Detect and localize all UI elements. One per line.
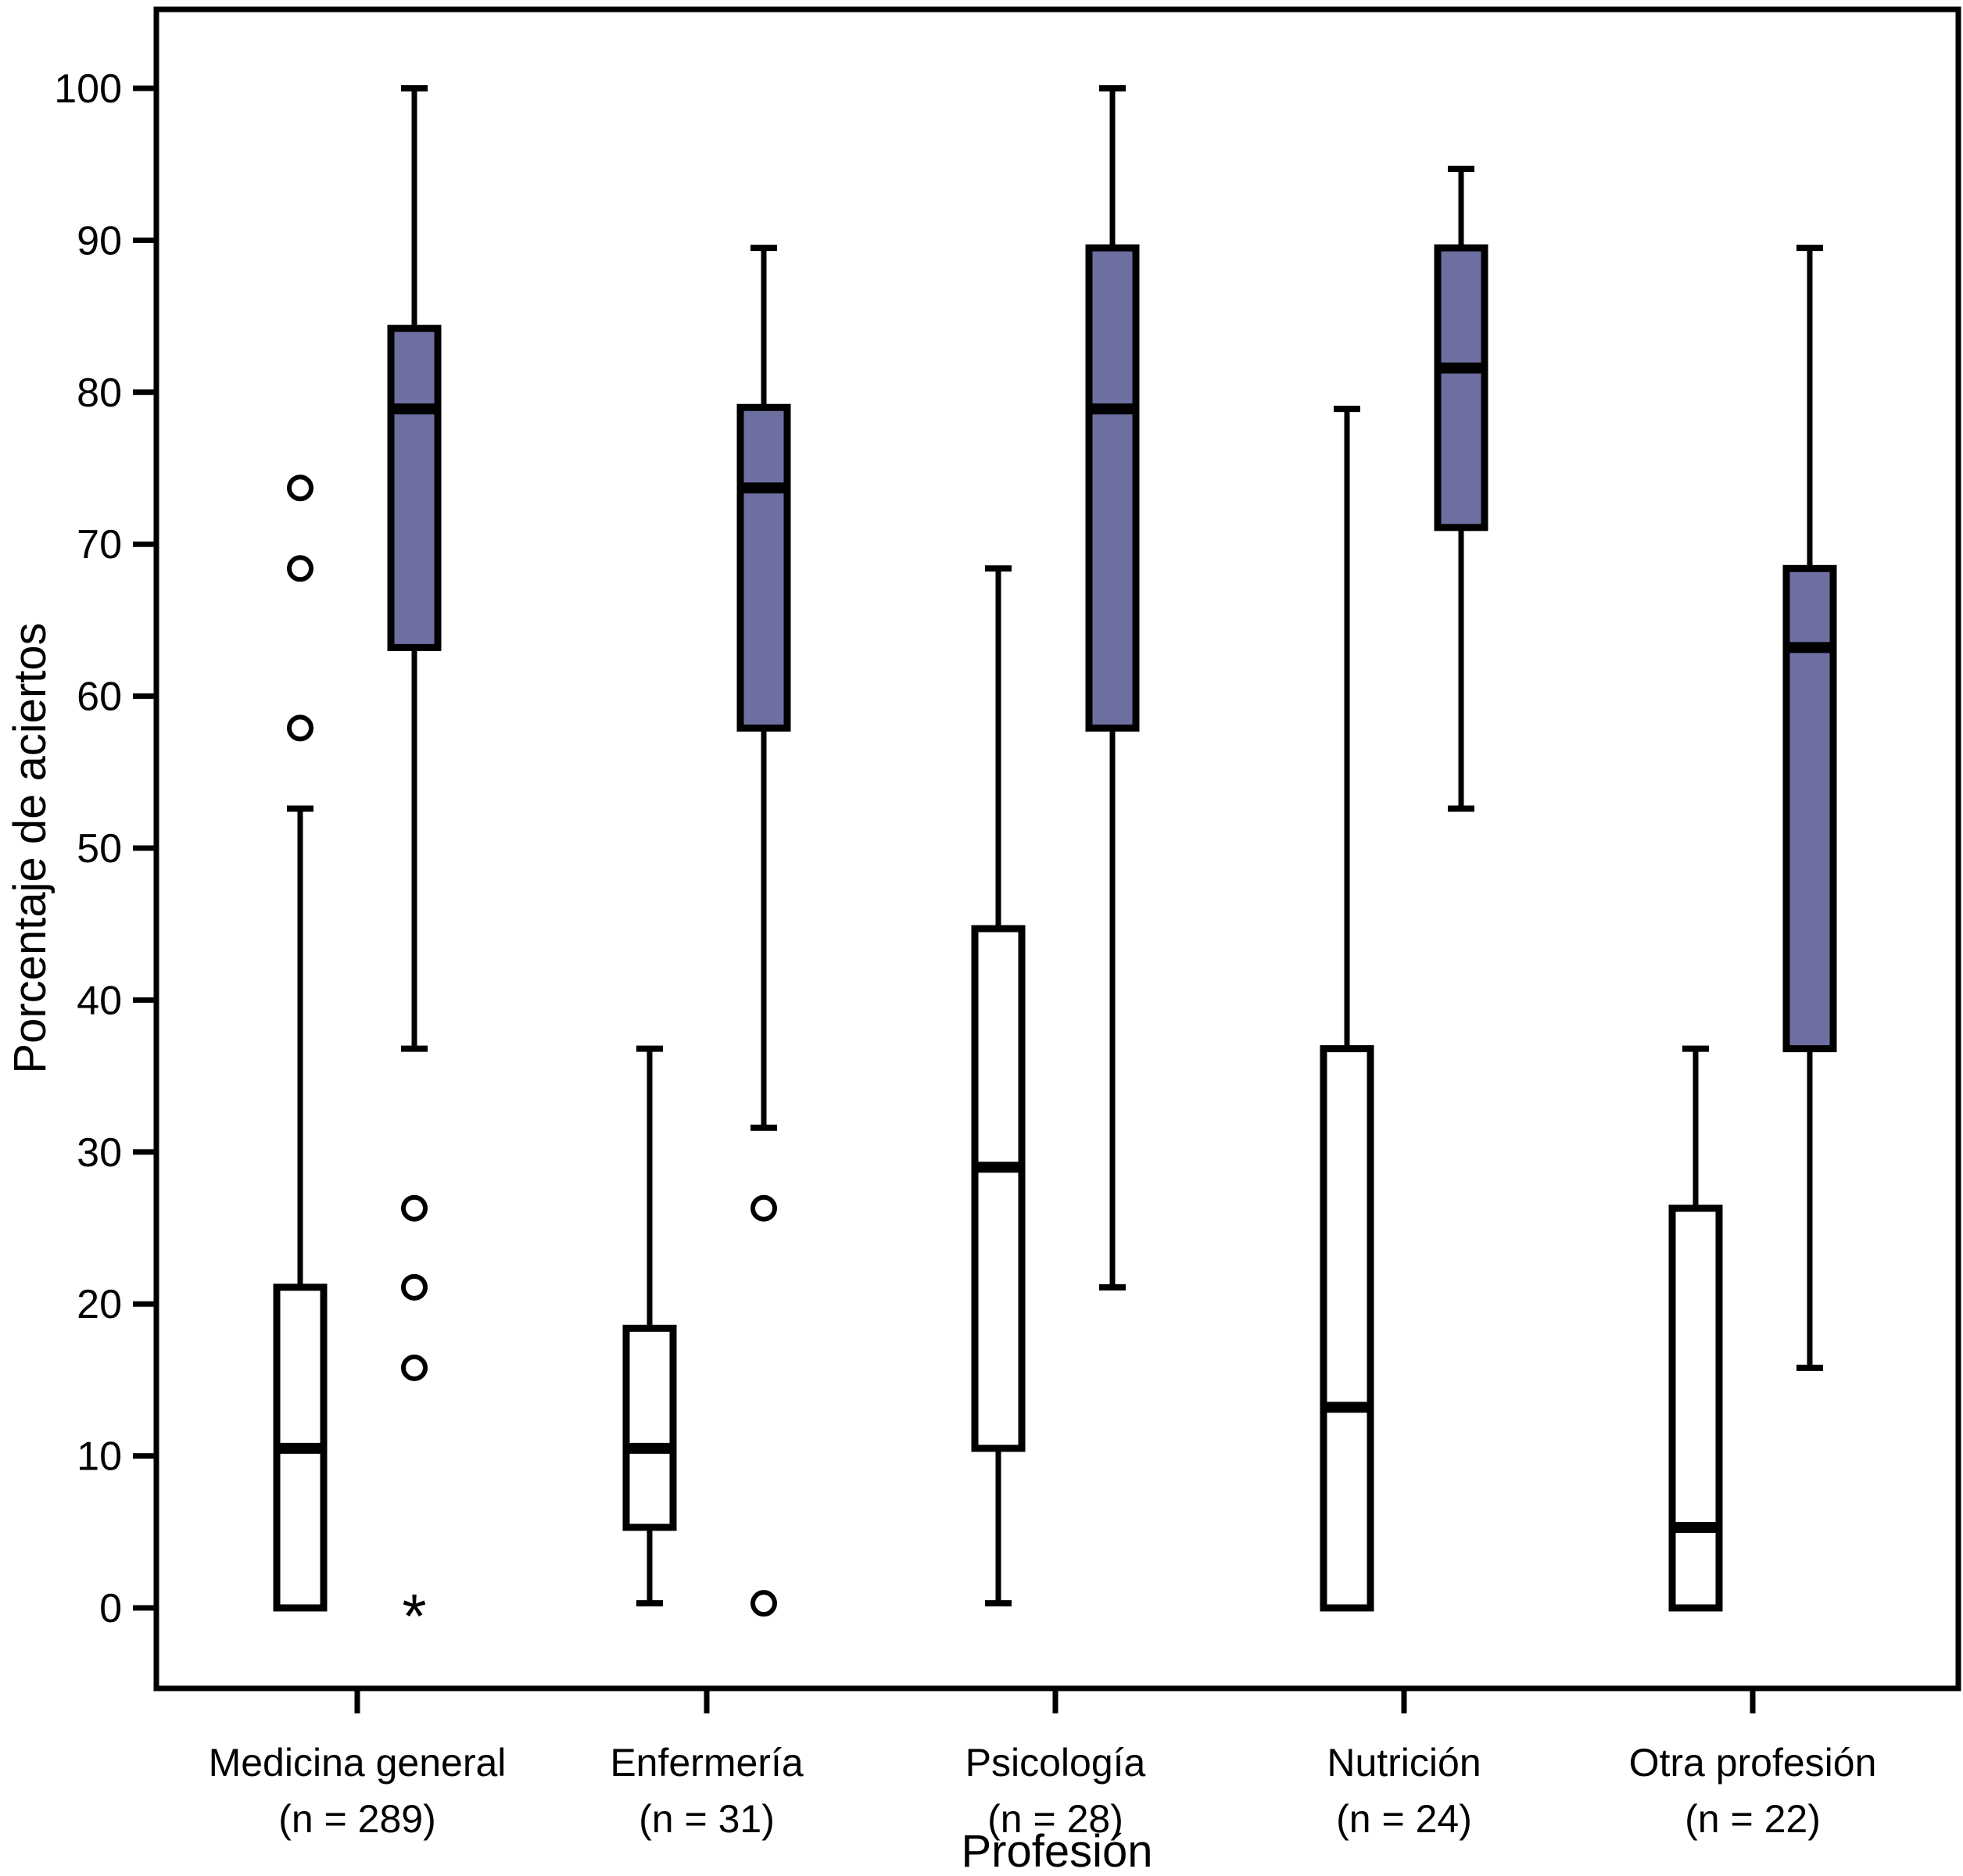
y-tick-label: 30 — [77, 1130, 122, 1176]
y-tick-label: 90 — [77, 218, 122, 263]
iqr-box — [1668, 1205, 1723, 1612]
outlier-circle — [750, 1590, 777, 1617]
caja-blanca-1 — [622, 1045, 677, 1607]
category-n-label: (n = 24) — [1336, 1797, 1472, 1841]
y-tick-label: 40 — [77, 978, 122, 1023]
outlier-circle — [401, 1354, 428, 1381]
x-axis-title: Profesión — [961, 1826, 1152, 1876]
outlier-circle — [750, 1194, 777, 1222]
y-tick-label: 70 — [77, 522, 122, 567]
outlier-circle — [401, 1194, 428, 1222]
plot-layer: 0 10 20 30 40 50 60 70 80 90 100 Medicina general (n… — [54, 6, 1961, 1841]
y-tick-label: 80 — [77, 371, 122, 416]
extreme-outlier-asterisk: * — [402, 1581, 426, 1651]
caja-morada-4 — [1782, 245, 1837, 1371]
category-n-label: (n = 31) — [639, 1797, 775, 1841]
iqr-box — [1085, 244, 1140, 732]
category-label: Medicina general — [209, 1741, 507, 1785]
iqr-box — [971, 925, 1026, 1452]
y-tick-label: 100 — [54, 66, 122, 112]
iqr-box — [736, 403, 791, 732]
category-n-label: (n = 28) — [987, 1797, 1123, 1841]
iqr-box — [1320, 1045, 1374, 1612]
iqr-box — [1782, 564, 1837, 1053]
category-label: Psicología — [965, 1741, 1146, 1785]
caja-morada-3 — [1434, 166, 1488, 812]
y-tick-label: 20 — [77, 1282, 122, 1327]
category-label: Otra profesión — [1629, 1741, 1877, 1785]
category-label: Nutrición — [1327, 1741, 1481, 1785]
caja-blanca-3 — [1320, 406, 1374, 1612]
outlier-circle — [287, 555, 313, 582]
y-tick-label: 0 — [99, 1586, 122, 1631]
y-axis-title: Porcentaje de aciertos — [5, 622, 56, 1073]
y-tick-label: 50 — [77, 826, 122, 872]
caja-morada-0: * — [387, 85, 442, 1651]
y-tick-label: 60 — [77, 675, 122, 720]
iqr-box — [622, 1324, 677, 1531]
caja-morada-1 — [736, 245, 791, 1617]
y-tick-label: 10 — [77, 1434, 122, 1480]
caja-blanca-0 — [273, 474, 328, 1612]
outlier-circle — [287, 474, 313, 502]
outlier-circle — [287, 714, 313, 742]
category-label: Enfermería — [610, 1741, 804, 1785]
caja-blanca-2 — [971, 565, 1026, 1607]
outlier-circle — [401, 1273, 428, 1301]
iqr-box — [1434, 244, 1488, 532]
category-n-label: (n = 289) — [278, 1797, 436, 1841]
iqr-box — [387, 324, 442, 651]
category-n-label: (n = 22) — [1685, 1797, 1821, 1841]
caja-morada-2 — [1085, 85, 1140, 1291]
caja-blanca-4 — [1668, 1045, 1723, 1612]
